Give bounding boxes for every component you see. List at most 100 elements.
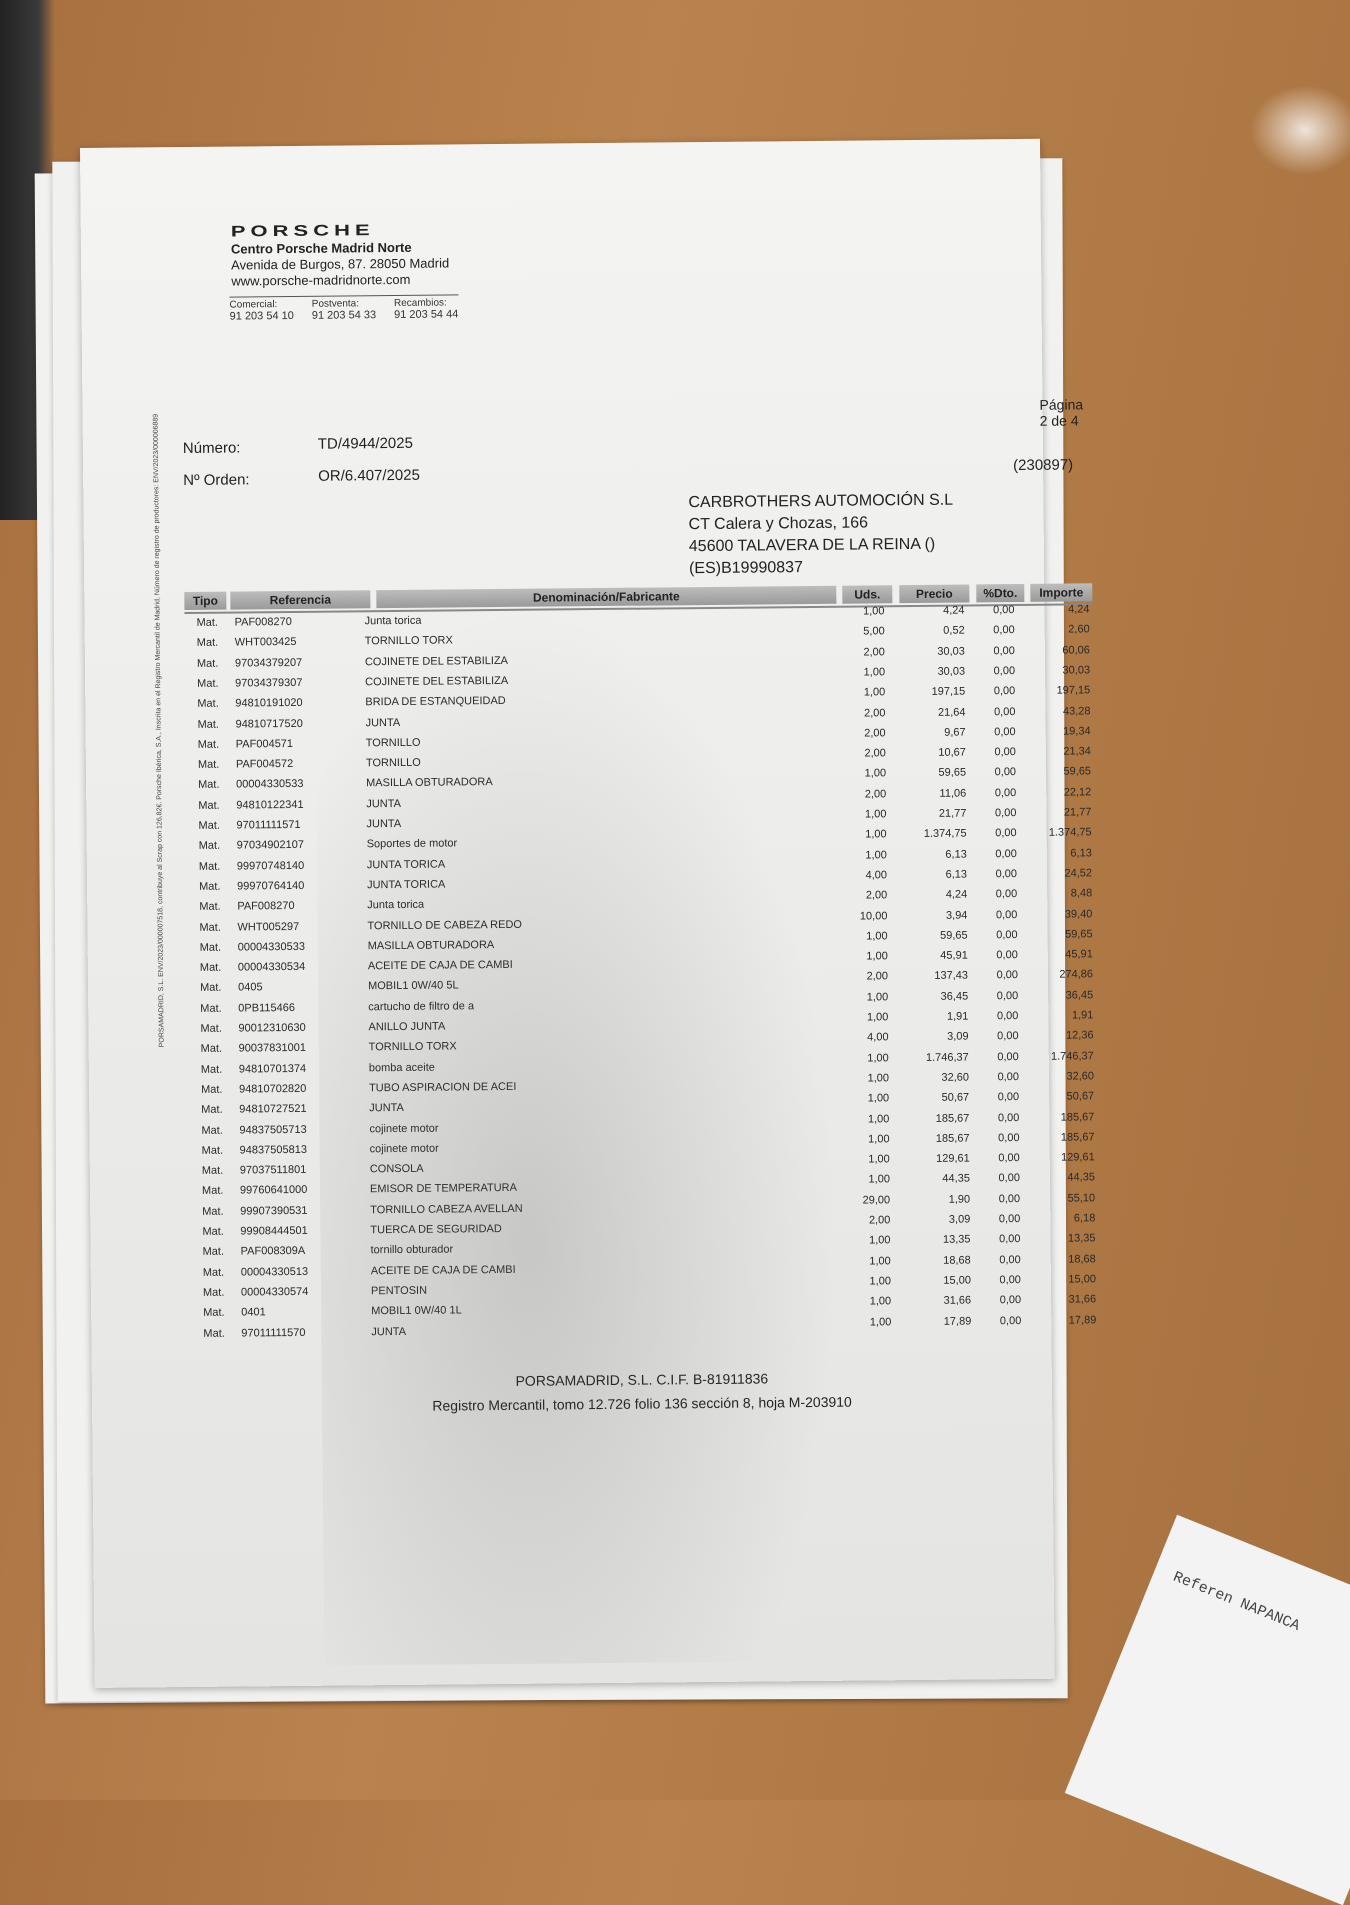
client-block: CARBROTHERS AUTOMOCIÓN S.L CT Calera y C…	[688, 490, 953, 581]
cell-importe: 15,00	[1068, 1273, 1096, 1286]
cell-uds: 1,00	[865, 828, 887, 841]
cell-precio: 137,43	[934, 969, 969, 983]
cell-denominacion: PENTOSIN	[370, 1284, 428, 1298]
cell-tipo: Mat.	[201, 1103, 223, 1117]
cell-importe: 129,61	[1061, 1151, 1095, 1164]
cell-dto: 0,00	[999, 1253, 1021, 1266]
cell-tipo: Mat.	[196, 657, 219, 670]
cell-importe: 30,03	[1062, 664, 1091, 677]
cell-dto: 0,00	[995, 827, 1017, 840]
cell-dto: 0,00	[996, 1010, 1019, 1023]
client-street: CT Calera y Chozas, 166	[688, 514, 869, 534]
cell-tipo: Mat.	[198, 779, 220, 792]
cell-dto: 0,00	[994, 807, 1017, 820]
cell-denominacion: bomba aceite	[368, 1061, 435, 1074]
cell-denominacion: ANILLO JUNTA	[368, 1020, 446, 1034]
cell-dto: 0,00	[997, 1111, 1020, 1124]
cell-uds: 1,00	[863, 666, 886, 679]
cell-dto: 0,00	[995, 888, 1018, 901]
cell-precio: 9,67	[944, 726, 966, 739]
cell-referencia: PAF004572	[235, 758, 294, 771]
cell-importe: 59,65	[1065, 928, 1093, 941]
client-name: CARBROTHERS AUTOMOCIÓN S.L	[688, 491, 954, 512]
plastic-wrap	[1250, 85, 1350, 175]
cell-denominacion: BRIDA DE ESTANQUEIDAD	[365, 695, 506, 709]
cell-referencia: 00004330533	[236, 778, 304, 791]
cell-importe: 12,36	[1065, 1029, 1094, 1042]
cell-importe: 6,18	[1073, 1212, 1096, 1225]
cell-tipo: Mat.	[198, 819, 220, 832]
cell-dto: 0,00	[994, 766, 1017, 779]
cell-uds: 1,00	[869, 1275, 891, 1288]
cell-referencia: 94837505713	[239, 1123, 307, 1137]
cell-dto: 0,00	[999, 1314, 1022, 1327]
cell-importe: 13,35	[1067, 1232, 1096, 1245]
cell-referencia: 97011111570	[241, 1326, 306, 1340]
cell-tipo: Mat.	[200, 1083, 223, 1096]
cell-uds: 1,00	[866, 930, 888, 943]
cell-denominacion: TORNILLO DE CABEZA REDO	[367, 918, 522, 932]
cell-precio: 1,91	[946, 1010, 969, 1023]
cell-referencia: WHT005297	[237, 920, 300, 934]
cell-tipo: Mat.	[198, 799, 220, 812]
cell-denominacion: JUNTA	[365, 716, 401, 729]
cell-uds: 29,00	[862, 1193, 891, 1207]
footer-registry: Registro Mercantil, tomo 12.726 folio 13…	[432, 1393, 852, 1414]
cell-uds: 1,00	[866, 990, 889, 1004]
cell-tipo: Mat.	[199, 941, 222, 954]
cell-tipo: Mat.	[197, 738, 220, 751]
cell-uds: 2,00	[868, 1214, 891, 1227]
cell-tipo: Mat.	[198, 839, 221, 853]
cell-dto: 0,00	[997, 1030, 1019, 1043]
cell-referencia: PAF008270	[234, 615, 292, 629]
col-precio: Precio	[899, 584, 970, 604]
cell-dto: 0,00	[998, 1213, 1021, 1226]
cell-referencia: 94810727521	[239, 1103, 307, 1116]
cell-tipo: Mat.	[199, 921, 221, 934]
cell-importe: 8,48	[1070, 887, 1093, 900]
cell-referencia: 99970764140	[237, 879, 305, 893]
cell-denominacion: TORNILLO	[365, 736, 421, 750]
phone-label: Recambios:	[393, 297, 447, 309]
cell-importe: 36,45	[1065, 989, 1094, 1002]
dealer-name: Centro Porsche Madrid Norte	[230, 239, 412, 257]
cell-referencia: 00004330534	[237, 960, 306, 974]
cell-uds: 1,00	[867, 1051, 889, 1065]
cell-denominacion: COJINETE DEL ESTABILIZA	[365, 674, 509, 689]
cell-denominacion: TORNILLO TORX	[368, 1040, 457, 1054]
cell-tipo: Mat.	[197, 697, 219, 711]
cell-precio: 10,67	[938, 746, 966, 759]
cell-uds: 1,00	[863, 686, 886, 699]
cell-referencia: 94810702820	[238, 1082, 307, 1096]
cell-tipo: Mat.	[201, 1124, 223, 1137]
dealer-phones: Comercial: 91 203 54 10 Postventa: 91 203 …	[229, 294, 459, 323]
cell-denominacion: JUNTA	[371, 1325, 407, 1338]
cell-referencia: PAF008309A	[240, 1245, 306, 1258]
cell-importe: 21,34	[1063, 745, 1091, 758]
cell-dto: 0,00	[999, 1233, 1021, 1246]
cell-importe: 24,52	[1064, 867, 1093, 880]
cell-tipo: Mat.	[202, 1286, 225, 1299]
cell-tipo: Mat.	[196, 616, 219, 629]
cell-referencia: 97034902107	[236, 839, 305, 852]
cell-precio: 31,66	[943, 1294, 972, 1307]
cell-tipo: Mat.	[203, 1327, 225, 1340]
phone-number: 91 203 54 44	[394, 308, 459, 321]
cell-tipo: Mat.	[199, 900, 221, 914]
col-dto: %Dto.	[976, 583, 1025, 603]
col-tipo: Tipo	[184, 591, 227, 611]
cell-precio: 185,67	[935, 1132, 970, 1145]
cell-tipo: Mat.	[202, 1225, 224, 1238]
orden-label: Nº Orden:	[183, 471, 250, 490]
cell-referencia: 94810122341	[236, 798, 304, 812]
cell-uds: 10,00	[859, 909, 888, 923]
cell-uds: 4,00	[867, 1031, 889, 1044]
cell-precio: 3,09	[947, 1030, 969, 1044]
cell-precio: 17,89	[943, 1314, 972, 1328]
cell-importe: 43,28	[1062, 704, 1091, 718]
cell-dto: 0,00	[995, 847, 1017, 860]
cell-tipo: Mat.	[196, 636, 219, 650]
cell-precio: 13,35	[942, 1233, 971, 1247]
cell-denominacion: Junta torica	[367, 898, 425, 912]
cell-precio: 129,61	[936, 1152, 970, 1165]
